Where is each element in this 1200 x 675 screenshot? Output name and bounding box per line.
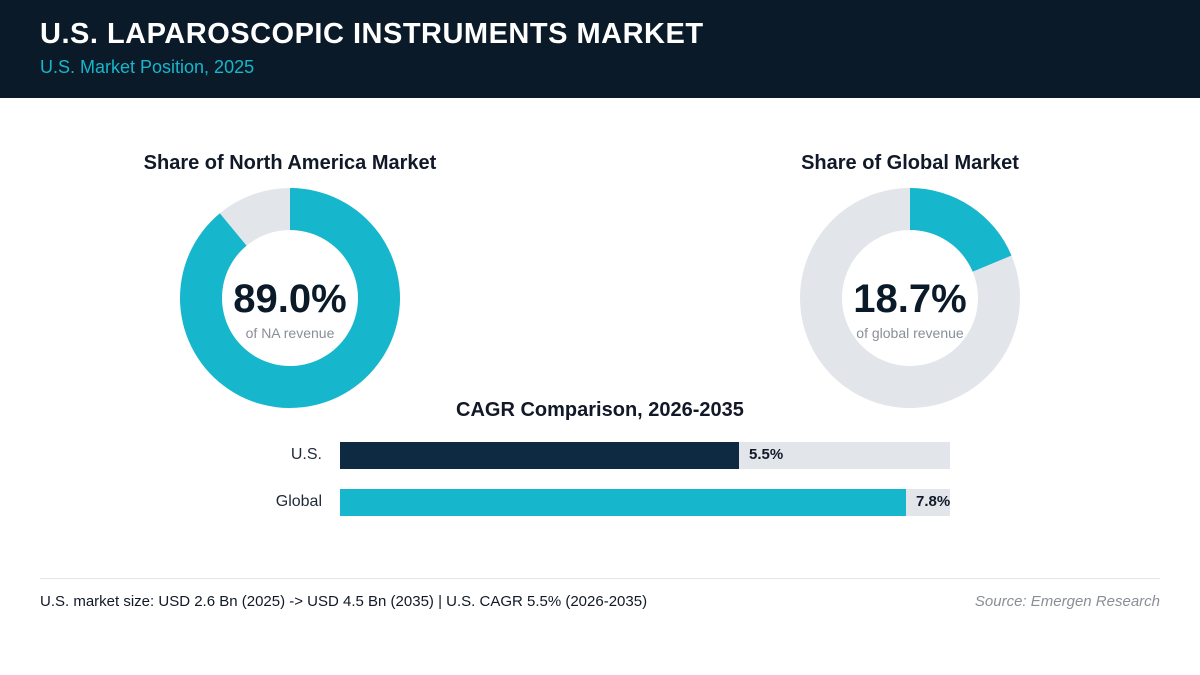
na-share-slice-rest: [219, 188, 290, 246]
cagr-chart-title: CAGR Comparison, 2026-2035: [456, 399, 744, 421]
global-share-value: 18.7%: [853, 277, 967, 321]
bar-track-us: 5.5%: [340, 442, 950, 469]
footer-divider: [40, 578, 1160, 579]
na-share-donut-chart: [180, 188, 400, 408]
na-share-chart-title: Share of North America Market: [143, 152, 437, 174]
global-share-caption: of global revenue: [856, 325, 964, 341]
na-share-value: 89.0%: [233, 277, 347, 321]
global-share-donut-chart: [800, 188, 1020, 408]
global-share-slice-rest: [800, 188, 1020, 408]
bar-value-global: 7.8%: [916, 493, 951, 510]
bar-us: [340, 442, 739, 469]
page-title: U.S. LAPAROSCOPIC INSTRUMENTS MARKET: [40, 18, 704, 50]
na-share-slice-us: [180, 188, 400, 408]
footer-summary: U.S. market size: USD 2.6 Bn (2025) -> U…: [40, 593, 648, 610]
bar-track-global: 7.8%: [340, 489, 950, 516]
bar-value-us: 5.5%: [749, 446, 784, 463]
bar-label-us: U.S.: [290, 446, 322, 463]
na-share-caption: of NA revenue: [245, 325, 335, 341]
bar-global: [340, 489, 906, 516]
bar-label-global: Global: [275, 493, 322, 510]
header-banner: U.S. LAPAROSCOPIC INSTRUMENTS MARKET U.S…: [0, 0, 1200, 98]
global-share-slice-us: [910, 188, 1012, 272]
global-share-chart-title: Share of Global Market: [801, 152, 1019, 174]
footer-source: Source: Emergen Research: [974, 593, 1160, 610]
page-subtitle: U.S. Market Position, 2025: [40, 57, 255, 77]
